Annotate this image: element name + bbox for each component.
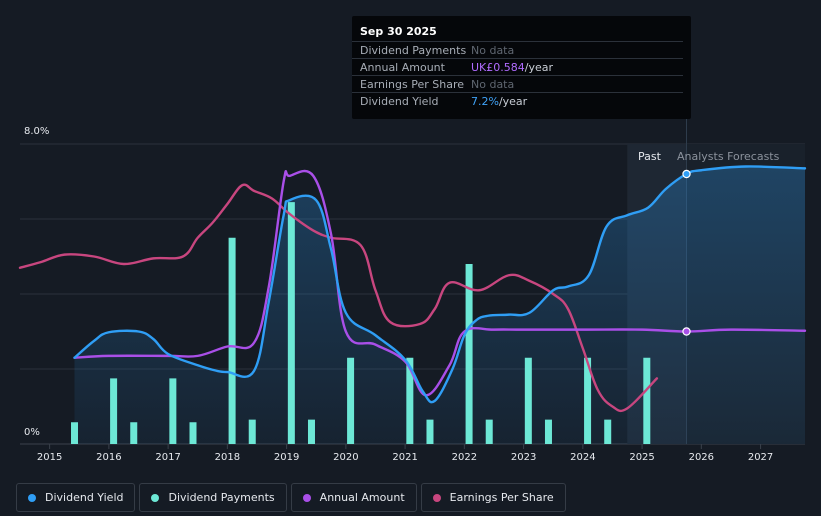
tooltip-row-dividend-payments: Dividend Payments No data xyxy=(352,41,683,59)
tooltip-value: UK£0.584/year xyxy=(471,61,553,74)
tooltip-value-main: UK£0.584 xyxy=(471,61,525,74)
x-tick-label: 2024 xyxy=(570,452,596,463)
tooltip-value-main: 7.2% xyxy=(471,95,499,108)
legend-annual-amount[interactable]: Annual Amount xyxy=(290,483,417,512)
dividend-payment-bar xyxy=(524,357,532,444)
tooltip-row-earnings-per-share: Earnings Per Share No data xyxy=(352,75,683,93)
tooltip-row-dividend-yield: Dividend Yield 7.2%/year xyxy=(352,92,683,110)
dividend-payment-bar xyxy=(406,357,414,444)
tooltip-date: Sep 30 2025 xyxy=(360,25,437,38)
tooltip-label: Dividend Yield xyxy=(360,95,439,108)
tooltip-value: No data xyxy=(471,78,514,91)
dividend-payment-bar xyxy=(228,237,236,444)
tooltip-value-main: No data xyxy=(471,44,515,57)
tooltip: Sep 30 2025 Dividend Payments No data An… xyxy=(352,16,691,119)
annual-amount-line xyxy=(73,169,807,397)
legend-label: Annual Amount xyxy=(319,491,405,504)
x-tick-label: 2016 xyxy=(96,452,122,463)
legend-label: Dividend Payments xyxy=(168,491,275,504)
y-tick-bottom: 0% xyxy=(24,427,40,438)
annual-amount-marker xyxy=(682,327,691,336)
legend-label: Dividend Yield xyxy=(45,491,124,504)
dividend-payment-bar xyxy=(110,378,118,444)
dividend-payment-bars xyxy=(71,166,805,444)
dividend-payment-bar xyxy=(307,419,315,444)
dividend-payment-bar xyxy=(584,357,592,444)
tooltip-value-unit: /year xyxy=(498,95,528,108)
legend-dot-icon xyxy=(151,493,160,502)
tooltip-label: Dividend Payments xyxy=(360,44,467,57)
dividend-payment-bar xyxy=(426,419,434,444)
dividend-payment-bar xyxy=(169,378,177,444)
dividend-payment-bar xyxy=(189,422,197,444)
x-tick-label: 2021 xyxy=(392,452,418,463)
x-tick-label: 2015 xyxy=(36,452,63,463)
dividend-payment-bar xyxy=(287,202,295,444)
legend-dividend-payments[interactable]: Dividend Payments xyxy=(139,483,287,512)
past-label: Past xyxy=(638,150,661,163)
legend-label: Earnings Per Share xyxy=(449,491,554,504)
legend-earnings-per-share[interactable]: Earnings Per Share xyxy=(420,483,566,512)
tooltip-value-main: No data xyxy=(471,78,515,91)
dividend-payment-bar xyxy=(544,419,552,444)
x-tick-label: 2023 xyxy=(510,452,537,463)
x-tick-label: 2020 xyxy=(333,452,359,463)
dividend-payment-bar xyxy=(248,419,256,444)
series-markers xyxy=(682,169,691,336)
x-tick-label: 2018 xyxy=(214,452,241,463)
legend: Dividend Yield Dividend Payments Annual … xyxy=(16,483,566,512)
dividend-payment-bar xyxy=(643,357,651,444)
x-tick-label: 2017 xyxy=(155,452,181,463)
dividend-yield-marker xyxy=(682,169,691,179)
legend-dot-icon xyxy=(28,493,36,502)
tooltip-label: Annual Amount xyxy=(360,61,445,74)
legend-dot-icon xyxy=(432,493,441,502)
x-tick-label: 2026 xyxy=(688,452,715,463)
dividend-payment-bar xyxy=(485,419,493,444)
x-tick-label: 2019 xyxy=(273,452,300,463)
legend-dot-icon xyxy=(302,493,311,502)
legend-dividend-yield[interactable]: Dividend Yield xyxy=(16,483,136,512)
x-tick-label: 2022 xyxy=(451,452,478,463)
dividend-payment-bar xyxy=(347,357,355,444)
tooltip-row-annual-amount: Annual Amount UK£0.584/year xyxy=(352,58,683,76)
tooltip-label: Earnings Per Share xyxy=(360,78,465,91)
y-tick-top: 8.0% xyxy=(24,126,50,137)
dividend-payment-bar xyxy=(604,419,612,444)
dividend-payment-bar xyxy=(465,264,473,444)
x-axis xyxy=(49,444,762,449)
analysts-forecasts-label: Analysts Forecasts xyxy=(677,150,780,163)
dividend-payment-bar xyxy=(130,422,138,444)
series-lines xyxy=(18,165,807,413)
x-tick-label: 2025 xyxy=(629,452,655,463)
dividend-yield-area xyxy=(74,166,805,444)
tooltip-value-unit: /year xyxy=(524,61,554,74)
x-tick-label: 2027 xyxy=(747,452,774,463)
tooltip-value: No data xyxy=(471,44,514,57)
tooltip-value: 7.2%/year xyxy=(471,95,527,108)
dividend-payment-bar xyxy=(71,422,79,444)
dividend-yield-line xyxy=(73,165,807,404)
